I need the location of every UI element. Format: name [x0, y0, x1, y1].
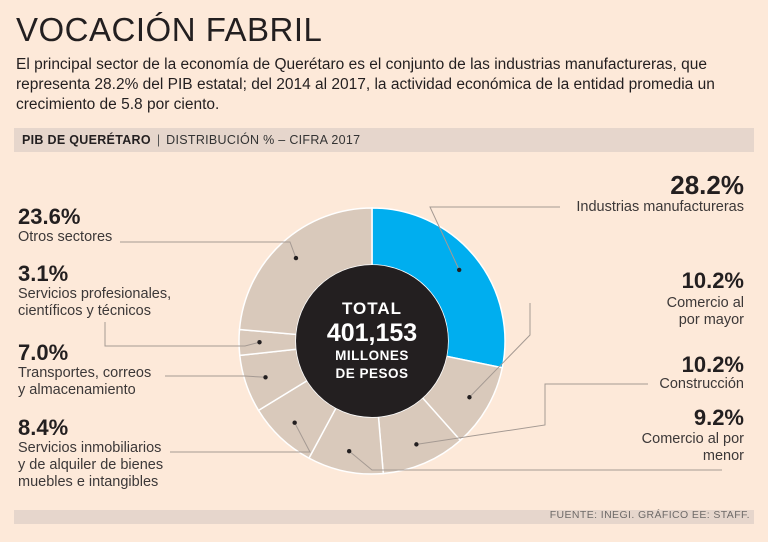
leader-line-comercio-al-por-menor [348, 450, 722, 471]
source-note: FUENTE: INEGI. GRÁFICO EE: STAFF. [549, 509, 750, 521]
label-inmobiliarios-1: Servicios inmobiliarios [18, 440, 162, 456]
label-transportes-2: y almacenamiento [18, 382, 136, 398]
pct-construccion: 10.2% [681, 352, 744, 377]
leader-dot-servicios-profesionales-cien [257, 340, 262, 345]
label-servicios-prof-2: científicos y técnicos [18, 303, 151, 319]
label-inmobiliarios-3: muebles e intangibles [18, 474, 159, 490]
leader-dot-servicios-inmobiliarios-y-de [292, 420, 297, 425]
pct-transportes: 7.0% [18, 340, 69, 365]
total-unit-1: MILLONES [335, 348, 409, 363]
label-comercio-menor-1: Comercio al por [641, 431, 744, 447]
label-comercio-mayor-2: por mayor [678, 312, 744, 328]
leader-line-servicios-inmobiliarios-y-de [170, 422, 311, 453]
label-construccion: Construcción [659, 376, 744, 392]
leader-line-construccion [416, 383, 648, 445]
leader-dot-comercio-al-por-mayor [467, 395, 472, 400]
leader-line-comercio-al-por-mayor [469, 303, 531, 398]
pct-comercio-mayor: 10.2% [681, 268, 744, 293]
label-servicios-prof-1: Servicios profesionales, [18, 286, 172, 302]
label-inmobiliarios-2: y de alquiler de bienes [18, 457, 164, 473]
label-comercio-menor-2: menor [702, 448, 744, 464]
total-unit-2: DE PESOS [335, 366, 409, 381]
label-transportes-1: Transportes, correos [18, 365, 152, 381]
leader-dot-otros-sectores [293, 255, 299, 261]
label-otros: Otros sectores [18, 229, 113, 245]
label-industrias: Industrias manufactureras [576, 199, 744, 215]
leader-line-otros-sectores [120, 241, 297, 259]
label-comercio-mayor-1: Comercio al [666, 295, 744, 311]
center-circle [296, 265, 448, 417]
intro-paragraph: El principal sector de la economía de Qu… [16, 56, 715, 113]
pct-inmobiliarios: 8.4% [18, 415, 69, 440]
chart-header-band: PIB DE QUERÉTARO | DISTRIBUCIÓN % – CIFR… [14, 128, 754, 152]
pct-comercio-menor: 9.2% [693, 405, 744, 430]
pct-industrias: 28.2% [670, 170, 744, 200]
chart-title: PIB DE QUERÉTARO [22, 133, 151, 147]
leader-line-servicios-profesionales-cien [104, 322, 260, 347]
leader-dot-transportes-correos-y-almace [263, 375, 268, 380]
band-separator: | [156, 133, 161, 147]
chart-subtitle: DISTRIBUCIÓN % – CIFRA 2017 [166, 133, 361, 147]
leader-dot-construccion [414, 442, 419, 447]
leader-dot-comercio-al-por-menor [346, 448, 352, 454]
pct-servicios-prof: 3.1% [18, 261, 69, 286]
leader-dot-industrias-manufactureras [456, 267, 462, 273]
pct-otros: 23.6% [18, 204, 81, 229]
total-value: 401,153 [326, 319, 418, 347]
leader-line-transportes-correos-y-almace [165, 375, 266, 378]
center-total: TOTAL 401,153 MILLONES DE PESOS [300, 299, 444, 383]
footer-band [14, 510, 754, 524]
total-label: TOTAL [341, 299, 403, 318]
page-title: VOCACIÓN FABRIL [16, 11, 323, 48]
leader-line-industrias-manufactureras [429, 206, 560, 271]
